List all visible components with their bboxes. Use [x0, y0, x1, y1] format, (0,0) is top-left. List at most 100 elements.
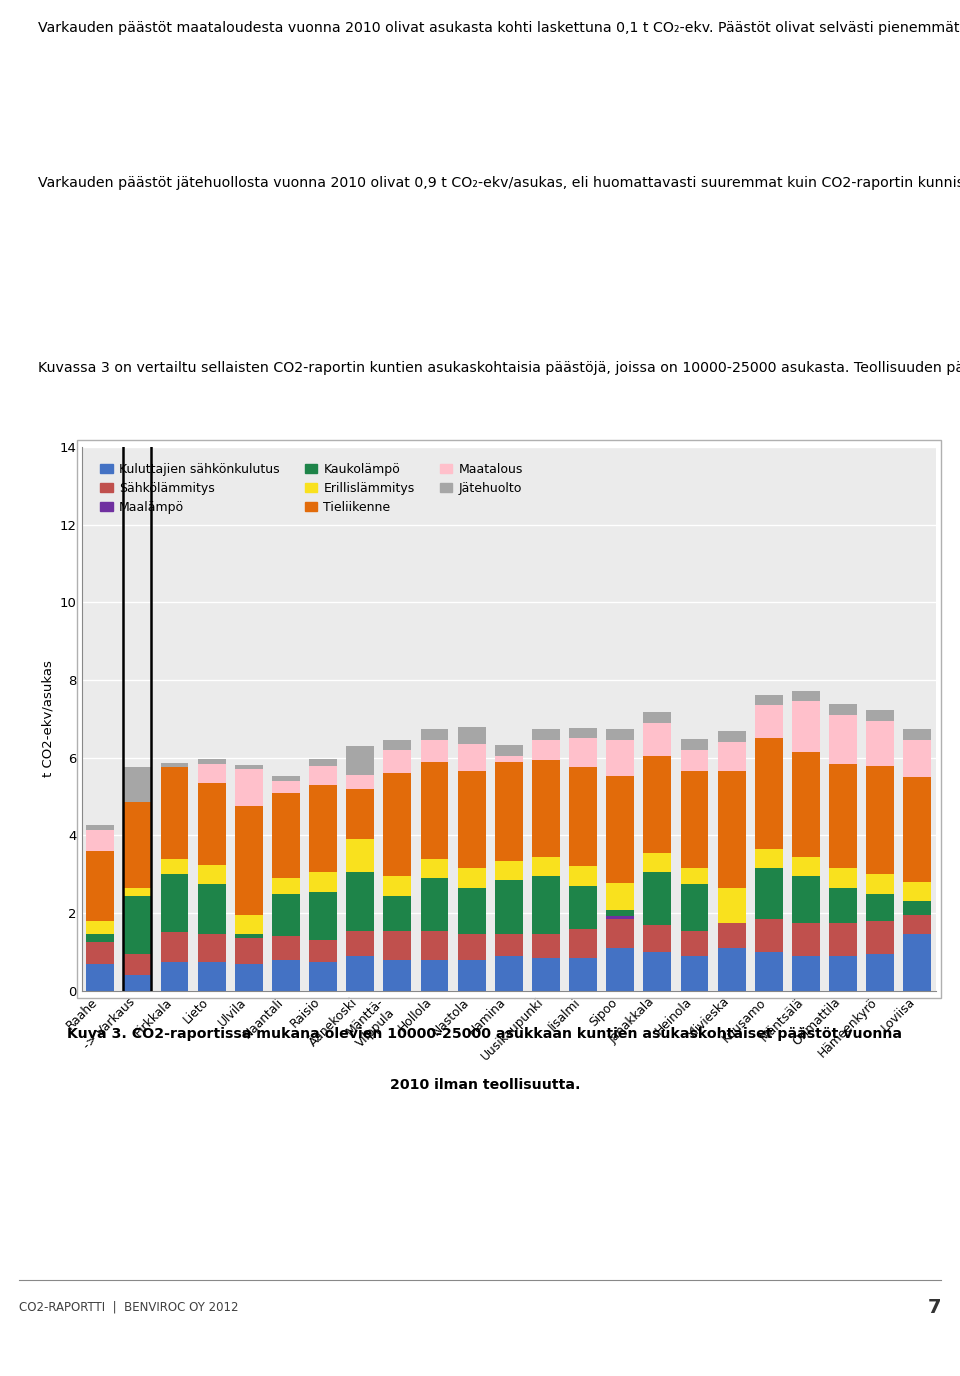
Bar	[420, 930, 448, 959]
Bar	[532, 877, 560, 934]
Bar	[420, 729, 448, 740]
Bar	[86, 934, 114, 943]
Bar	[235, 806, 263, 915]
Text: Kuva 3. CO2-raportissa mukana olevien 10000-25000 asukkaan kuntien asukaskohtais: Kuva 3. CO2-raportissa mukana olevien 10…	[67, 1026, 902, 1040]
Bar	[383, 930, 411, 959]
Bar	[569, 728, 597, 739]
Bar	[160, 933, 188, 962]
Bar	[903, 882, 931, 901]
Bar	[86, 963, 114, 991]
Bar	[643, 872, 671, 925]
Bar	[160, 762, 188, 768]
Bar	[160, 768, 188, 859]
Bar	[607, 948, 635, 991]
Bar	[681, 883, 708, 930]
Bar	[607, 916, 635, 919]
Bar	[607, 776, 635, 883]
Bar	[86, 850, 114, 921]
Bar	[607, 911, 635, 916]
Bar	[494, 762, 523, 860]
Bar	[458, 888, 486, 934]
Bar	[866, 893, 894, 921]
Bar	[420, 740, 448, 762]
Bar	[643, 853, 671, 872]
Bar	[532, 958, 560, 991]
Bar	[532, 729, 560, 740]
Bar	[124, 888, 152, 896]
Bar	[309, 962, 337, 991]
Bar	[792, 956, 820, 991]
Bar	[681, 956, 708, 991]
Bar	[829, 956, 857, 991]
Text: 2010 ilman teollisuutta.: 2010 ilman teollisuutta.	[390, 1079, 580, 1093]
Bar	[383, 773, 411, 877]
Bar	[829, 705, 857, 716]
Bar	[494, 755, 523, 762]
Bar	[458, 772, 486, 868]
Bar	[829, 764, 857, 868]
Bar	[866, 921, 894, 954]
Bar	[160, 962, 188, 991]
Bar	[569, 768, 597, 867]
Bar	[124, 802, 152, 888]
Bar	[643, 952, 671, 991]
Text: 7: 7	[927, 1298, 941, 1317]
Bar	[643, 755, 671, 853]
Bar	[160, 859, 188, 874]
Bar	[272, 782, 300, 793]
Bar	[532, 760, 560, 857]
Bar	[643, 711, 671, 722]
Bar	[792, 877, 820, 923]
Bar	[235, 963, 263, 991]
Bar	[86, 826, 114, 830]
Bar	[420, 859, 448, 878]
Bar	[458, 744, 486, 772]
Bar	[347, 930, 374, 956]
Bar	[866, 710, 894, 721]
Legend: Kuluttajien sähkönkulutus, Sähkölämmitys, Maalämpö, Kaukolämpö, Erillislämmitys,: Kuluttajien sähkönkulutus, Sähkölämmitys…	[94, 457, 529, 520]
Bar	[309, 892, 337, 940]
Bar	[829, 888, 857, 923]
Bar	[383, 740, 411, 750]
Text: CO2-RAPORTTI  |  BENVIROC OY 2012: CO2-RAPORTTI | BENVIROC OY 2012	[19, 1300, 239, 1314]
Bar	[829, 868, 857, 888]
Bar	[718, 772, 746, 888]
Bar	[792, 691, 820, 702]
Bar	[198, 883, 226, 934]
Bar	[420, 878, 448, 930]
Bar	[198, 864, 226, 883]
Bar	[86, 943, 114, 963]
Bar	[755, 849, 782, 868]
Text: Varkauden päästöt maataloudesta vuonna 2010 olivat asukasta kohti laskettuna 0,1: Varkauden päästöt maataloudesta vuonna 2…	[38, 21, 960, 34]
Bar	[718, 742, 746, 772]
Bar	[420, 762, 448, 859]
Bar	[494, 934, 523, 956]
Bar	[755, 739, 782, 849]
Bar	[755, 868, 782, 919]
Bar	[532, 934, 560, 958]
Bar	[383, 750, 411, 773]
Bar	[903, 934, 931, 991]
Bar	[829, 716, 857, 764]
Bar	[755, 706, 782, 739]
Bar	[792, 751, 820, 857]
Bar	[198, 934, 226, 962]
Bar	[458, 934, 486, 959]
Bar	[903, 740, 931, 777]
Bar	[347, 788, 374, 839]
Bar	[347, 746, 374, 775]
Bar	[607, 919, 635, 948]
Bar	[755, 952, 782, 991]
Bar	[532, 857, 560, 877]
Bar	[681, 930, 708, 956]
Bar	[272, 893, 300, 936]
Bar	[569, 929, 597, 958]
Bar	[681, 739, 708, 750]
Bar	[124, 896, 152, 954]
Bar	[309, 784, 337, 872]
Bar	[309, 758, 337, 765]
Bar	[458, 868, 486, 888]
Bar	[383, 959, 411, 991]
Bar	[866, 721, 894, 765]
Bar	[235, 938, 263, 963]
